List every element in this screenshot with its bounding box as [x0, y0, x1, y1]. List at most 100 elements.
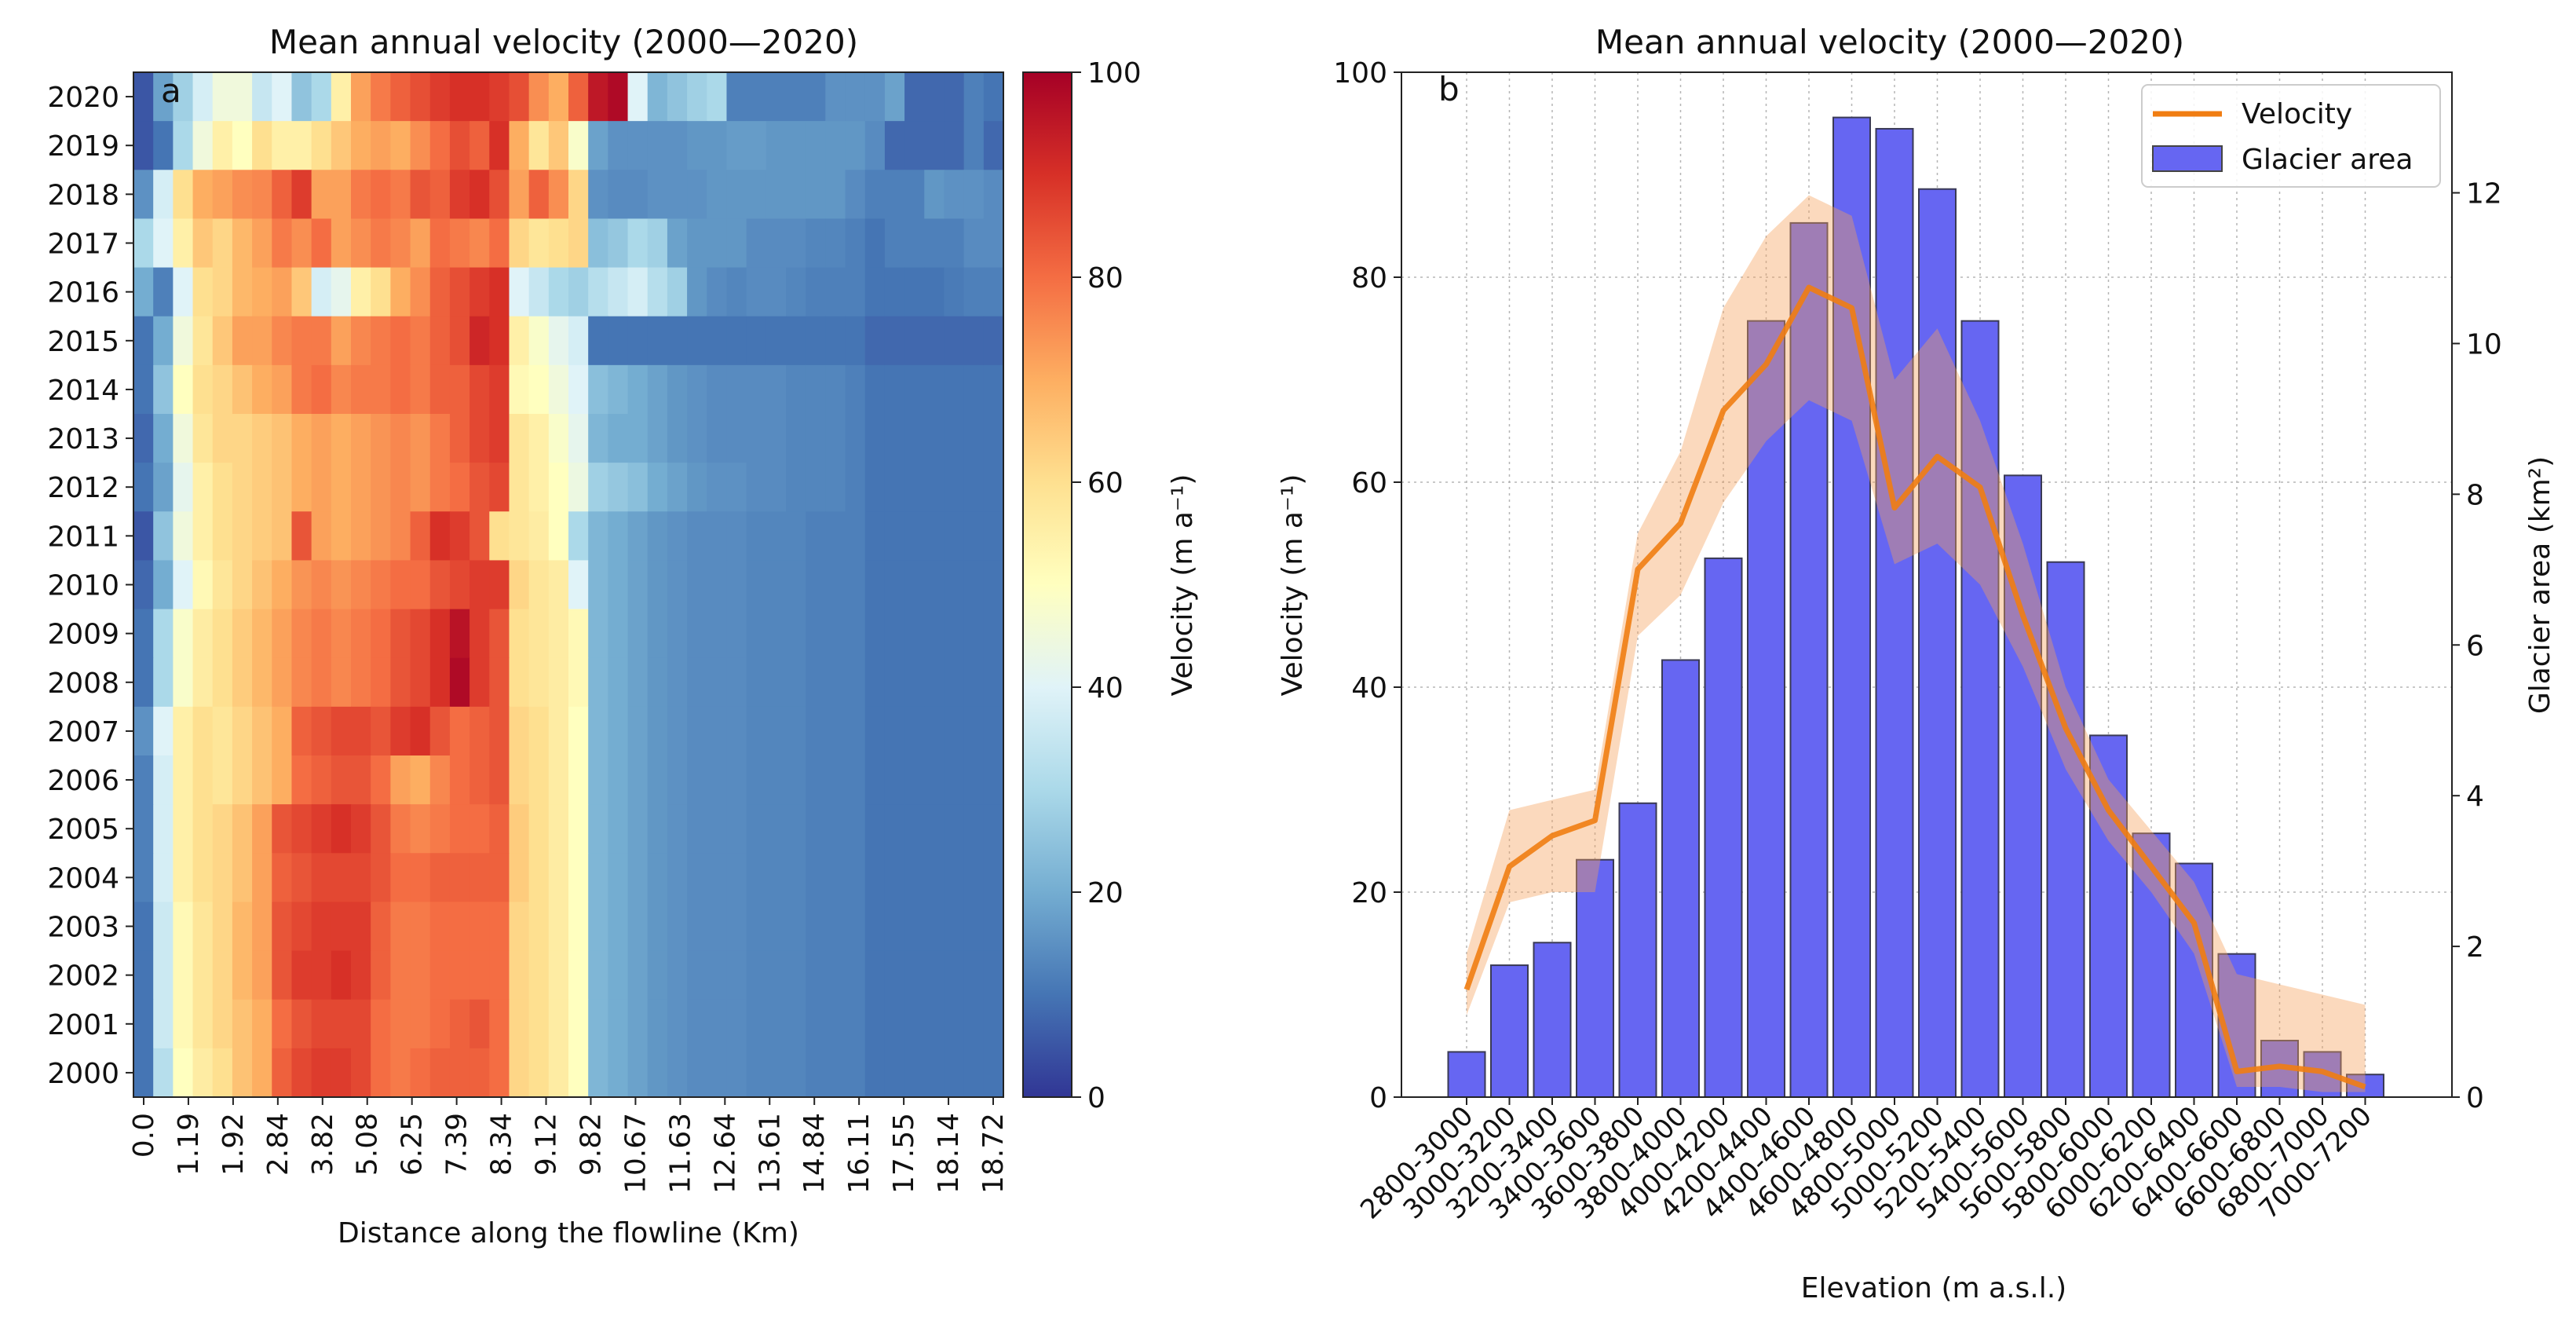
heatmap-cell: [568, 999, 589, 1049]
heatmap-cell: [232, 950, 253, 1001]
heatmap-cell: [588, 657, 608, 708]
heatmap-cell: [410, 218, 431, 269]
heatmap-cell: [667, 170, 688, 220]
heatmap-cell: [806, 1048, 826, 1098]
heatmap-cell: [153, 414, 174, 463]
heatmap-cell: [390, 950, 411, 1001]
heatmap-cell: [806, 902, 826, 952]
heatmap-cell: [429, 218, 451, 269]
heatmap-cell: [291, 999, 312, 1049]
heatmap-cell: [765, 853, 787, 903]
legend-area-label: Glacier area: [2242, 144, 2413, 176]
heatmap-cell: [667, 364, 688, 415]
heatmap-cell: [252, 72, 272, 122]
heatmap-cell: [351, 72, 371, 122]
heatmap-cell: [390, 316, 411, 366]
heatmap-cell: [232, 170, 253, 220]
heatmap-cell: [786, 511, 806, 562]
heatmap-cell: [173, 316, 194, 366]
heatmap-cell: [845, 267, 866, 317]
heatmap-cell: [410, 902, 431, 952]
heatmap-cell: [904, 414, 925, 463]
year-tick-label: 2009: [47, 619, 119, 651]
velocity-tick-label: 80: [1351, 262, 1387, 295]
heatmap-cell: [963, 218, 985, 269]
heatmap-cell: [429, 950, 451, 1001]
heatmap-cell: [806, 463, 826, 512]
heatmap-cell: [470, 414, 490, 463]
heatmap-cell: [252, 560, 272, 610]
heatmap-cell: [173, 755, 194, 805]
heatmap-cell: [588, 706, 608, 756]
heatmap-cell: [212, 267, 233, 317]
heatmap-cell: [291, 267, 312, 317]
heatmap-cell: [489, 902, 510, 952]
heatmap-cell: [726, 999, 747, 1049]
heatmap-cell: [944, 170, 965, 220]
heatmap-cell: [252, 316, 272, 366]
heatmap-cell: [371, 414, 391, 463]
heatmap-cell: [588, 121, 608, 170]
heatmap-cell: [449, 950, 470, 1001]
heatmap-cell: [904, 218, 925, 269]
heatmap-cell: [568, 706, 589, 756]
heatmap-cell: [291, 902, 312, 952]
heatmap-cell: [687, 511, 707, 562]
glacier-area-bar: [2046, 561, 2085, 1098]
heatmap-cell: [351, 267, 371, 317]
heatmap-cell: [944, 511, 965, 562]
heatmap-cell: [133, 1048, 154, 1098]
heatmap-cell: [647, 511, 668, 562]
heatmap-cell: [667, 463, 688, 512]
heatmap-cell: [470, 804, 490, 854]
heatmap-cell: [963, 657, 985, 708]
heatmap-cell: [509, 950, 530, 1001]
heatmap-cell: [786, 657, 806, 708]
heatmap-cell: [608, 609, 629, 659]
heatmap-cell: [627, 72, 649, 122]
heatmap-cell: [173, 170, 194, 220]
heatmap-cell: [489, 804, 510, 854]
heatmap-cell: [509, 853, 530, 903]
heatmap-cell: [667, 1048, 688, 1098]
heatmap-cell: [568, 414, 589, 463]
heatmap-cell: [924, 609, 945, 659]
heatmap-cell: [588, 804, 608, 854]
heatmap-cell: [667, 804, 688, 854]
heatmap-cell: [291, 609, 312, 659]
heatmap-cell: [765, 267, 787, 317]
heatmap-cell: [825, 804, 846, 854]
heatmap-cell: [429, 121, 451, 170]
year-tick-label: 2014: [47, 375, 119, 407]
heatmap-cell: [588, 853, 608, 903]
heatmap-cell: [608, 950, 629, 1001]
heatmap-cell: [806, 267, 826, 317]
heatmap-cell: [173, 657, 194, 708]
heatmap-cell: [825, 853, 846, 903]
heatmap-cell: [963, 72, 985, 122]
heatmap-cell: [371, 609, 391, 659]
heatmap-cell: [371, 755, 391, 805]
heatmap-cell: [371, 364, 391, 415]
heatmap-cell: [489, 316, 510, 366]
heatmap-cell: [786, 121, 806, 170]
heatmap-cell: [470, 511, 490, 562]
heatmap-cell: [963, 1048, 985, 1098]
heatmap-cell: [864, 463, 886, 512]
heatmap-cell: [331, 950, 352, 1001]
heatmap-cell: [608, 853, 629, 903]
heatmap-cell: [963, 999, 985, 1049]
area-tick-label: 10: [2466, 328, 2502, 360]
heatmap-cell: [429, 170, 451, 220]
heatmap-cell: [528, 463, 550, 512]
heatmap-cell: [252, 902, 272, 952]
area-tick-label: 0: [2466, 1082, 2484, 1114]
heatmap-cell: [647, 902, 668, 952]
heatmap-cell: [429, 267, 451, 317]
heatmap-cell: [548, 218, 569, 269]
heatmap-cell: [272, 609, 293, 659]
heatmap-cell: [765, 170, 787, 220]
heatmap-cell: [924, 463, 945, 512]
heatmap-cell: [627, 804, 649, 854]
heatmap-cell: [983, 463, 1004, 512]
